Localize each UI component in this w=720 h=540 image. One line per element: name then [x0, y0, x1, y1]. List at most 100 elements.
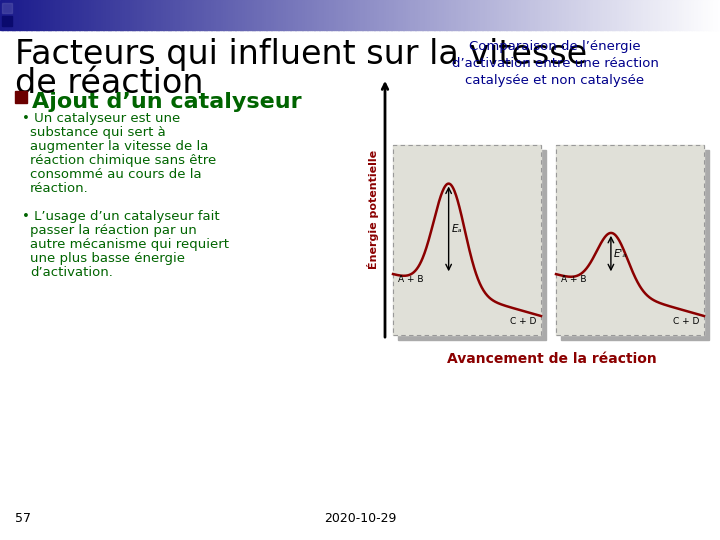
- Bar: [446, 0, 449, 30]
- Bar: [415, 0, 418, 30]
- Bar: [77, 0, 80, 30]
- Bar: [192, 0, 195, 30]
- Bar: [521, 0, 523, 30]
- Bar: [387, 0, 390, 30]
- Bar: [58, 0, 60, 30]
- Bar: [646, 0, 649, 30]
- Bar: [528, 0, 531, 30]
- Bar: [101, 0, 104, 30]
- Bar: [437, 0, 440, 30]
- Bar: [619, 0, 622, 30]
- Bar: [418, 0, 420, 30]
- Bar: [598, 0, 600, 30]
- Bar: [9, 0, 12, 30]
- Bar: [250, 0, 253, 30]
- Bar: [643, 0, 646, 30]
- Bar: [2, 0, 5, 30]
- Bar: [696, 0, 699, 30]
- Bar: [254, 0, 257, 30]
- Bar: [12, 0, 15, 30]
- Bar: [286, 0, 289, 30]
- Bar: [650, 0, 653, 30]
- Bar: [639, 0, 642, 30]
- Bar: [214, 0, 217, 30]
- Bar: [556, 145, 704, 335]
- Bar: [549, 0, 552, 30]
- Bar: [130, 0, 132, 30]
- Bar: [605, 0, 608, 30]
- Bar: [60, 0, 63, 30]
- Bar: [600, 0, 603, 30]
- Bar: [593, 0, 595, 30]
- Bar: [333, 0, 336, 30]
- Bar: [247, 0, 250, 30]
- Bar: [684, 0, 687, 30]
- Bar: [358, 0, 361, 30]
- Bar: [146, 0, 149, 30]
- Bar: [94, 0, 96, 30]
- Text: A + B: A + B: [561, 275, 587, 284]
- Bar: [269, 0, 271, 30]
- Bar: [331, 0, 334, 30]
- Text: • L’usage d’un catalyseur fait: • L’usage d’un catalyseur fait: [22, 210, 220, 223]
- Bar: [513, 0, 516, 30]
- Bar: [531, 0, 534, 30]
- Bar: [703, 0, 706, 30]
- Bar: [432, 0, 435, 30]
- Bar: [473, 0, 476, 30]
- Bar: [427, 0, 430, 30]
- Bar: [338, 0, 341, 30]
- Bar: [43, 0, 46, 30]
- Bar: [393, 145, 541, 335]
- Bar: [158, 0, 161, 30]
- Bar: [502, 0, 505, 30]
- Text: autre mécanisme qui requiert: autre mécanisme qui requiert: [30, 238, 229, 251]
- Bar: [459, 0, 462, 30]
- Bar: [369, 0, 372, 30]
- Bar: [518, 0, 521, 30]
- Bar: [70, 0, 73, 30]
- Bar: [38, 0, 41, 30]
- Bar: [499, 0, 502, 30]
- Bar: [166, 0, 168, 30]
- Bar: [348, 0, 351, 30]
- Bar: [621, 0, 624, 30]
- Bar: [449, 0, 451, 30]
- Bar: [137, 0, 140, 30]
- Bar: [583, 0, 586, 30]
- Bar: [492, 0, 495, 30]
- Text: substance qui sert à: substance qui sert à: [30, 126, 166, 139]
- Text: réaction.: réaction.: [30, 182, 89, 195]
- Bar: [79, 0, 82, 30]
- Bar: [283, 0, 286, 30]
- Bar: [336, 0, 339, 30]
- Bar: [405, 0, 408, 30]
- Bar: [655, 0, 658, 30]
- Bar: [631, 0, 634, 30]
- Bar: [677, 0, 680, 30]
- Bar: [243, 0, 246, 30]
- Bar: [315, 0, 318, 30]
- Bar: [574, 0, 577, 30]
- Bar: [45, 0, 48, 30]
- Bar: [153, 0, 156, 30]
- Bar: [557, 0, 559, 30]
- Bar: [629, 0, 631, 30]
- Bar: [718, 0, 720, 30]
- Bar: [149, 0, 152, 30]
- Bar: [360, 0, 363, 30]
- Bar: [480, 0, 483, 30]
- Bar: [142, 0, 145, 30]
- Bar: [367, 0, 370, 30]
- Bar: [288, 0, 291, 30]
- Text: • Un catalyseur est une: • Un catalyseur est une: [22, 112, 180, 125]
- Bar: [161, 0, 163, 30]
- Bar: [117, 0, 120, 30]
- Bar: [516, 0, 519, 30]
- Bar: [578, 0, 581, 30]
- Bar: [127, 0, 130, 30]
- Bar: [567, 0, 570, 30]
- Bar: [485, 0, 487, 30]
- Bar: [74, 0, 77, 30]
- Bar: [662, 0, 665, 30]
